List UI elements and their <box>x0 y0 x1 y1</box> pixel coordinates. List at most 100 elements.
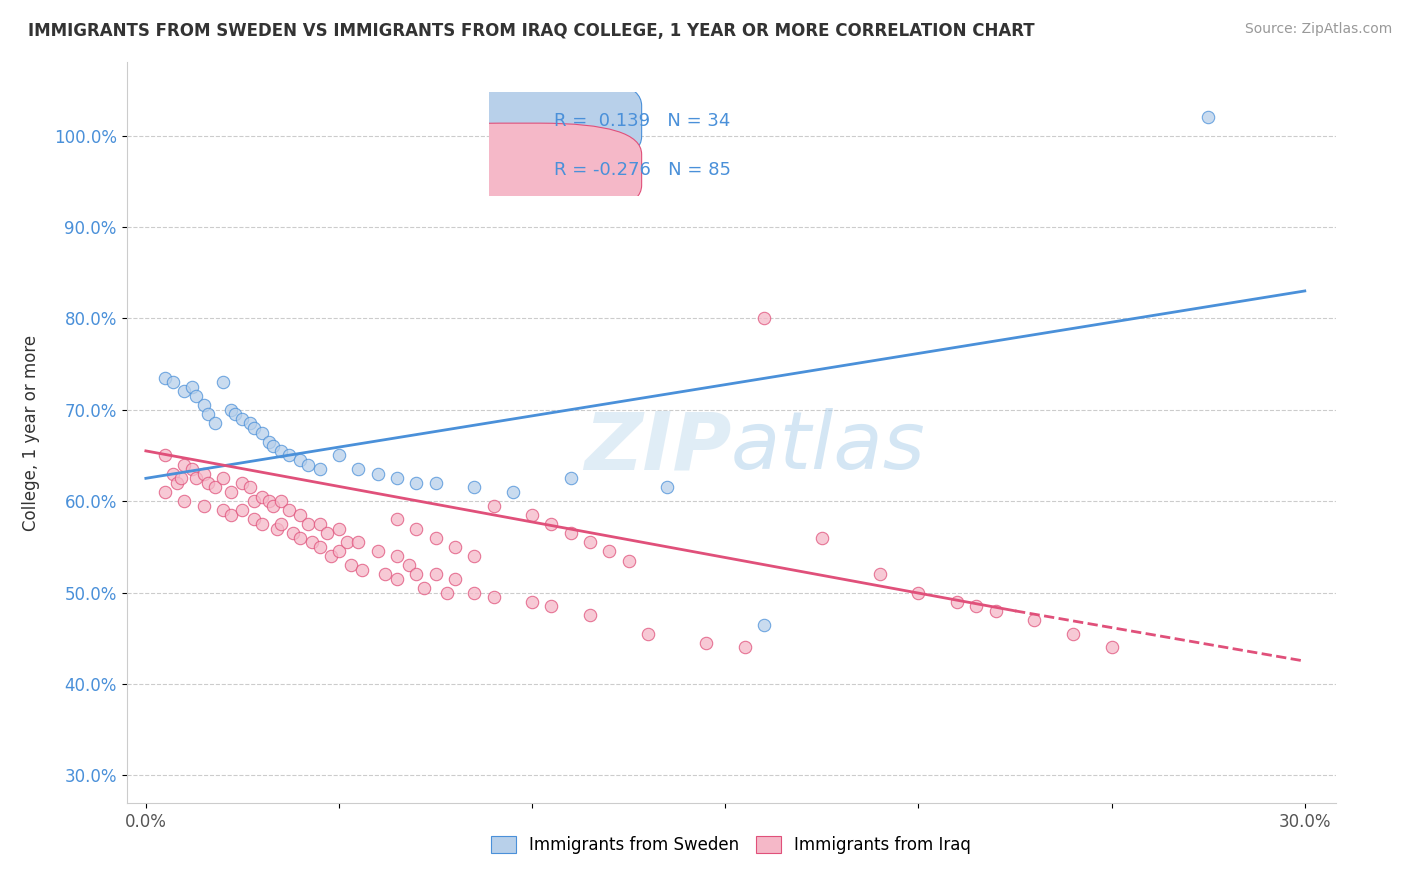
Point <box>1062 626 1084 640</box>
Point <box>579 608 602 623</box>
Point <box>181 380 204 394</box>
Point <box>321 549 343 563</box>
Legend: Immigrants from Sweden, Immigrants from Iraq: Immigrants from Sweden, Immigrants from … <box>484 830 979 861</box>
Point <box>153 371 176 385</box>
Point <box>425 531 447 545</box>
Point <box>385 549 408 563</box>
Point <box>405 522 427 536</box>
Point <box>277 503 299 517</box>
Point <box>301 535 323 549</box>
Point <box>413 581 436 595</box>
Point <box>250 490 273 504</box>
Point <box>520 508 543 522</box>
Point <box>339 558 361 573</box>
Point <box>219 402 242 417</box>
Point <box>181 462 204 476</box>
Point <box>367 544 389 558</box>
Text: atlas: atlas <box>731 409 927 486</box>
Point <box>270 494 292 508</box>
Point <box>637 626 659 640</box>
Point <box>231 412 253 426</box>
Point <box>281 526 304 541</box>
Text: Source: ZipAtlas.com: Source: ZipAtlas.com <box>1244 22 1392 37</box>
Point <box>405 567 427 582</box>
Point <box>162 376 184 390</box>
Point <box>316 526 339 541</box>
Point <box>617 553 640 567</box>
Point <box>398 558 420 573</box>
Point <box>907 585 929 599</box>
Point <box>560 526 582 541</box>
Point <box>153 485 176 500</box>
Point <box>197 408 219 422</box>
Point <box>695 636 717 650</box>
Point <box>965 599 987 614</box>
Point <box>290 508 312 522</box>
Point <box>219 485 242 500</box>
Point <box>482 499 505 513</box>
Point <box>193 398 215 412</box>
Point <box>385 512 408 526</box>
Point <box>250 516 273 531</box>
Point <box>1024 613 1046 627</box>
Point <box>946 595 969 609</box>
Point <box>328 449 350 463</box>
Point <box>308 462 330 476</box>
Point <box>444 572 467 586</box>
Point <box>752 311 775 326</box>
Point <box>270 516 292 531</box>
Point <box>243 421 266 435</box>
Point <box>197 475 219 490</box>
Point <box>219 508 242 522</box>
Point <box>598 544 620 558</box>
Point <box>262 499 284 513</box>
Point <box>385 471 408 485</box>
Point <box>204 417 226 431</box>
Point <box>231 503 253 517</box>
Point <box>1101 640 1123 655</box>
Point <box>328 544 350 558</box>
Point <box>1197 110 1219 124</box>
Point <box>259 494 281 508</box>
Text: ZIP: ZIP <box>583 409 731 486</box>
Point <box>162 467 184 481</box>
Point <box>502 485 524 500</box>
Point <box>444 540 467 554</box>
Point <box>193 467 215 481</box>
Y-axis label: College, 1 year or more: College, 1 year or more <box>22 334 39 531</box>
Point <box>169 471 191 485</box>
Point <box>193 499 215 513</box>
Point <box>212 503 235 517</box>
Point <box>277 449 299 463</box>
Point <box>153 449 176 463</box>
Point <box>657 480 679 494</box>
Point <box>328 522 350 536</box>
Point <box>290 453 312 467</box>
Point <box>984 604 1007 618</box>
Point <box>540 599 562 614</box>
Point <box>436 585 458 599</box>
Point <box>184 389 207 403</box>
Point <box>463 549 485 563</box>
Point <box>869 567 891 582</box>
Point <box>173 458 195 472</box>
Point <box>425 567 447 582</box>
Point <box>560 471 582 485</box>
Point <box>184 471 207 485</box>
Point <box>270 443 292 458</box>
Point <box>243 512 266 526</box>
Point <box>297 516 319 531</box>
Point <box>266 522 288 536</box>
Point <box>173 494 195 508</box>
Point <box>374 567 396 582</box>
Point <box>308 540 330 554</box>
Text: IMMIGRANTS FROM SWEDEN VS IMMIGRANTS FROM IRAQ COLLEGE, 1 YEAR OR MORE CORRELATI: IMMIGRANTS FROM SWEDEN VS IMMIGRANTS FRO… <box>28 22 1035 40</box>
Point <box>405 475 427 490</box>
Point <box>352 563 374 577</box>
Point <box>336 535 359 549</box>
Point <box>752 617 775 632</box>
Point <box>463 585 485 599</box>
Point <box>385 572 408 586</box>
Point <box>239 417 262 431</box>
Point <box>212 471 235 485</box>
